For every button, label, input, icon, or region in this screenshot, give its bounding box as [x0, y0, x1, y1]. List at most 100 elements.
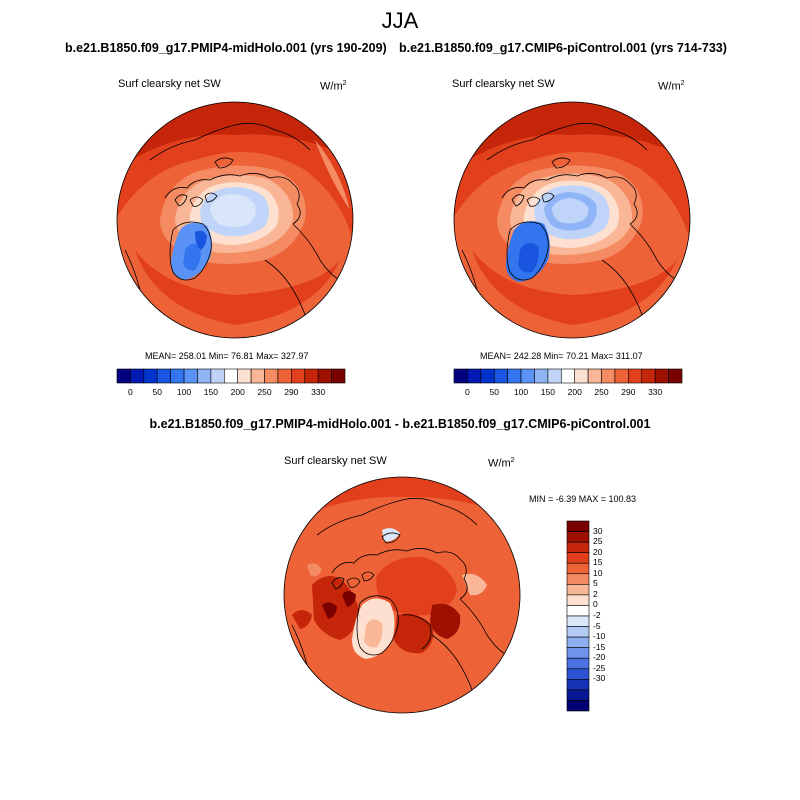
panel-2-colorbar-box — [453, 368, 468, 384]
difference-colorbar-box — [566, 679, 590, 691]
panel-2-colorbar-box — [641, 368, 656, 384]
difference-colorbar — [566, 520, 590, 712]
panel-1-stats: MEAN= 258.01 Min= 76.81 Max= 327.97 — [145, 351, 309, 361]
panel-2-colorbar-box — [493, 368, 508, 384]
panel-2-stats: MEAN= 242.28 Min= 70.21 Max= 311.07 — [480, 351, 643, 361]
panel-2-colorbar-box — [654, 368, 669, 384]
panel-1-colorbar-tick-label: 150 — [203, 387, 218, 397]
difference-colorbar-box — [566, 594, 590, 606]
panel-2-colorbar-box — [560, 368, 576, 384]
panel-2-colorbar-tick-label: 150 — [540, 387, 555, 397]
panel-2-colorbar-tick-label: 250 — [594, 387, 609, 397]
difference-colorbar-tick-label: -2 — [593, 610, 601, 620]
difference-colorbar-box — [566, 689, 590, 701]
panel-1-colorbar-box — [223, 368, 239, 384]
panel-1-variable-label: Surf clearsky net SW — [118, 78, 221, 90]
difference-colorbar-tick-label: -5 — [593, 620, 601, 631]
panel-1-colorbar-box — [130, 368, 145, 384]
difference-colorbar-box — [566, 636, 590, 648]
panel-2-colorbar-box — [628, 368, 643, 384]
panel-2-colorbar-box — [614, 368, 629, 384]
panel-1-colorbar-box — [304, 368, 319, 384]
panel-2-colorbar-tick-label: 290 — [621, 387, 636, 397]
difference-colorbar-box — [566, 520, 590, 532]
panel-2-colorbar-box — [467, 368, 482, 384]
panel-2-colorbar-tick-label: 100 — [513, 387, 529, 397]
difference-colorbar-box — [566, 573, 590, 585]
panel-2-colorbar — [453, 368, 683, 384]
difference-colorbar-box — [566, 700, 590, 712]
panel-1-colorbar-tick-label: 100 — [176, 387, 192, 397]
panel-1-colorbar-tick-label: 290 — [284, 387, 299, 397]
panel-1-colorbar-tick-label: 0 — [128, 387, 133, 397]
diff-variable-label: Surf clearsky net SW — [284, 455, 387, 467]
panel-1-colorbar-box — [291, 368, 306, 384]
panel-2-colorbar-tick-label: 200 — [567, 387, 582, 397]
difference-colorbar-tick-label: -25 — [593, 662, 606, 673]
difference-polar-map — [283, 476, 521, 714]
panel-1-colorbar-box — [197, 368, 212, 384]
panel-1-colorbar-box — [331, 368, 346, 384]
difference-colorbar-tick-label: 10 — [593, 567, 603, 578]
panel-1-colorbar-box — [183, 368, 198, 384]
difference-colorbar-tick-label: -10 — [593, 631, 606, 642]
difference-colorbar-tick-label: 20 — [593, 546, 603, 557]
panel-2-colorbar-tick-label: 50 — [489, 387, 499, 397]
panel-1-colorbar-box — [237, 368, 252, 384]
panel-1-colorbar-box — [116, 368, 131, 384]
panel-2-case-title: b.e21.B1850.f09_g17.CMIP6-piControl.001 … — [399, 41, 727, 55]
panel-1-colorbar-tick-label: 50 — [152, 387, 162, 397]
panel-1-colorbar-box — [156, 368, 171, 384]
panel-2-colorbar-box — [547, 368, 562, 384]
figure-title: JJA — [381, 8, 419, 33]
panel-1-polar-map — [116, 101, 354, 339]
difference-colorbar-tick-label: 30 — [593, 525, 603, 536]
panel-1-colorbar-box — [277, 368, 292, 384]
difference-colorbar-box — [566, 647, 590, 659]
panel-2-colorbar-box — [601, 368, 616, 384]
panel-2-colorbar-box — [507, 368, 522, 384]
difference-colorbar-box — [566, 615, 590, 627]
panel-1-colorbar-box — [264, 368, 279, 384]
panel-2-colorbar-box — [480, 368, 495, 384]
difference-colorbar-tick-label: -30 — [593, 673, 606, 684]
difference-colorbar-tick-label: 25 — [593, 536, 603, 547]
difference-colorbar-tick-label: 2 — [593, 588, 598, 599]
panel-1-case-title: b.e21.B1850.f09_g17.PMIP4-midHolo.001 (y… — [65, 41, 387, 55]
difference-colorbar-box — [566, 657, 590, 670]
panel-2-colorbar-box — [574, 368, 589, 384]
difference-colorbar-tick-label: 15 — [593, 557, 603, 568]
panel-1-colorbar-box — [210, 368, 225, 384]
panel-2-units-label: W/m2 — [658, 80, 685, 93]
difference-colorbar-tick-label: -15 — [593, 641, 606, 652]
panel-1-colorbar-tick-label: 330 — [311, 387, 326, 397]
difference-colorbar-box — [566, 668, 590, 680]
panel-1-colorbar-tick-label: 200 — [230, 387, 245, 397]
diff-stats: MIN = -6.39 MAX = 100.83 — [529, 494, 637, 504]
diff-units-label: W/m2 — [488, 457, 515, 470]
difference-colorbar-box — [566, 584, 590, 596]
difference-title: b.e21.B1850.f09_g17.PMIP4-midHolo.001 - … — [149, 417, 651, 431]
panel-1-colorbar-box — [170, 368, 185, 384]
panel-2-colorbar-box — [587, 368, 602, 384]
difference-colorbar-tick-label: -20 — [593, 652, 606, 663]
panel-2-colorbar-box — [534, 368, 549, 384]
difference-colorbar-box — [566, 626, 590, 638]
panel-2-polar-map — [453, 101, 691, 339]
panel-2-colorbar-box — [520, 368, 535, 384]
panel-2-colorbar-tick-label: 330 — [648, 387, 663, 397]
difference-colorbar-box — [566, 541, 590, 553]
panel-1-colorbar-box — [250, 368, 265, 384]
panel-1-colorbar-box — [317, 368, 332, 384]
difference-colorbar-box — [566, 605, 590, 617]
difference-colorbar-box — [566, 552, 590, 564]
difference-colorbar-box — [566, 562, 590, 575]
difference-colorbar-tick-label: 5 — [593, 578, 598, 589]
panel-1-colorbar-tick-label: 250 — [257, 387, 272, 397]
panel-1-colorbar-box — [143, 368, 158, 384]
panel-2-colorbar-box — [668, 368, 683, 384]
panel-2-variable-label: Surf clearsky net SW — [452, 78, 555, 90]
panel-1-units-label: W/m2 — [320, 80, 347, 93]
panel-1-colorbar — [116, 368, 346, 384]
difference-colorbar-box — [566, 531, 590, 543]
